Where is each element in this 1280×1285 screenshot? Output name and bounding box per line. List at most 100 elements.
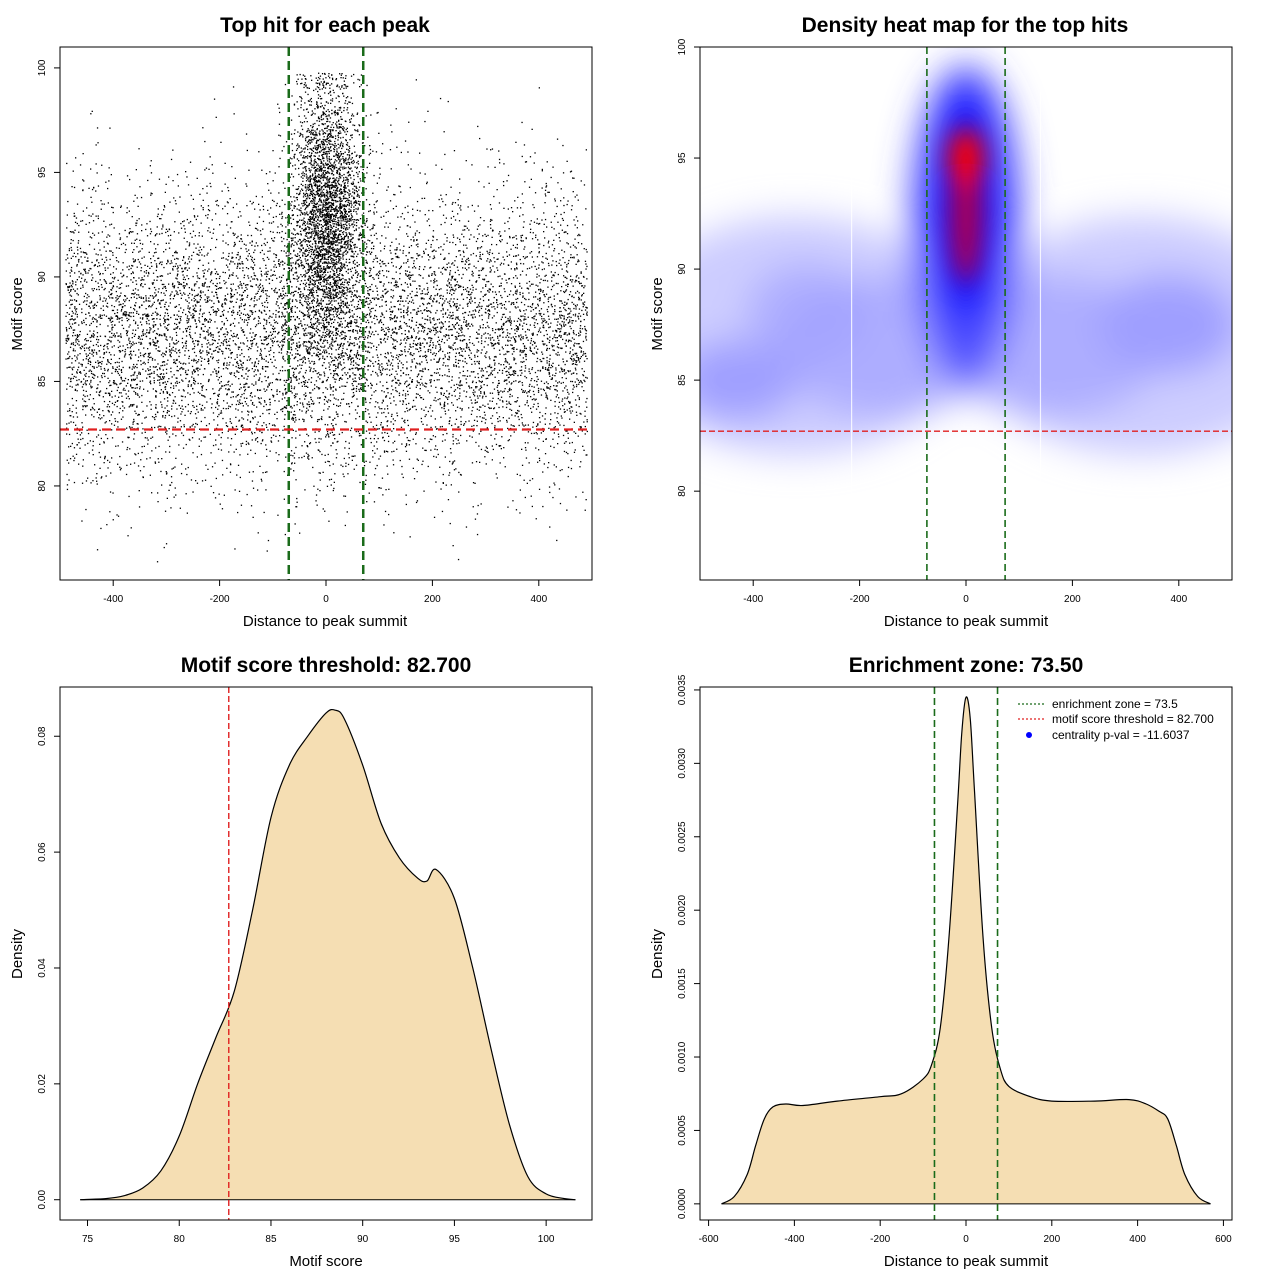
scatter-point	[305, 272, 307, 274]
scatter-point	[334, 137, 337, 140]
scatter-point	[302, 212, 304, 214]
scatter-point	[320, 209, 322, 211]
scatter-point	[515, 290, 517, 292]
scatter-point	[350, 349, 352, 352]
scatter-point	[585, 339, 588, 341]
scatter-point	[331, 260, 333, 262]
scatter-point	[466, 227, 468, 229]
scatter-point	[154, 336, 157, 339]
scatter-point	[325, 436, 327, 438]
scatter-point	[282, 324, 284, 326]
scatter-point	[252, 311, 254, 314]
scatter-point	[326, 207, 328, 209]
scatter-point	[103, 297, 105, 299]
scatter-point	[477, 397, 479, 399]
scatter-point	[312, 400, 314, 402]
scatter-point	[475, 441, 477, 444]
scatter-point	[180, 374, 182, 376]
scatter-point	[227, 266, 229, 268]
scatter-point	[195, 294, 197, 297]
scatter-point	[441, 510, 444, 513]
scatter-point	[327, 193, 329, 195]
scatter-point	[565, 351, 567, 353]
scatter-point	[345, 298, 348, 300]
scatter-point	[89, 360, 91, 363]
scatter-point	[70, 415, 72, 417]
scatter-point	[233, 372, 236, 374]
scatter-point	[309, 189, 312, 191]
scatter-point	[170, 293, 172, 295]
scatter-point	[386, 338, 389, 340]
scatter-point	[324, 113, 327, 116]
scatter-point	[200, 297, 202, 299]
scatter-point	[337, 413, 339, 415]
scatter-point	[311, 175, 313, 177]
scatter-point	[520, 413, 522, 416]
scatter-point	[219, 282, 221, 284]
scatter-point	[552, 374, 554, 376]
scatter-point	[302, 240, 304, 242]
scatter-point	[519, 310, 522, 312]
scatter-point	[326, 138, 328, 140]
scatter-point	[556, 539, 558, 542]
scatter-point	[262, 287, 265, 289]
scatter-point	[195, 355, 197, 357]
scatter-point	[275, 256, 277, 259]
scatter-point	[205, 424, 208, 427]
scatter-point	[324, 289, 326, 291]
scatter-point	[302, 267, 304, 270]
scatter-point	[537, 239, 539, 241]
scatter-point	[351, 137, 353, 139]
scatter-point	[317, 236, 319, 239]
scatter-point	[264, 390, 266, 392]
scatter-point	[254, 296, 256, 298]
scatter-point	[271, 274, 274, 276]
scatter-point	[319, 268, 321, 270]
scatter-point	[574, 315, 577, 317]
scatter-point	[329, 240, 331, 242]
scatter-point	[308, 152, 311, 154]
scatter-point	[489, 267, 491, 269]
scatter-point	[239, 367, 241, 369]
scatter-point	[445, 484, 447, 486]
scatter-point	[472, 275, 474, 277]
scatter-point	[579, 325, 582, 327]
scatter-point	[323, 399, 326, 401]
scatter-point	[92, 220, 95, 222]
scatter-point	[328, 321, 330, 324]
scatter-point	[315, 280, 317, 282]
scatter-point	[323, 108, 325, 110]
scatter-point	[128, 342, 131, 344]
scatter-point	[151, 359, 154, 361]
scatter-point	[408, 277, 410, 279]
scatter-point	[527, 288, 530, 290]
scatter-point	[315, 273, 317, 275]
scatter-point	[296, 199, 298, 201]
scatter-point	[434, 294, 436, 297]
scatter-point	[217, 424, 219, 426]
scatter-point	[409, 343, 411, 345]
scatter-point	[460, 423, 462, 426]
scatter-point	[354, 294, 356, 296]
scatter-point	[244, 390, 246, 392]
scatter-point	[177, 326, 179, 328]
scatter-point	[484, 405, 486, 407]
scatter-point	[527, 431, 530, 433]
scatter-point	[429, 344, 431, 346]
scatter-point	[479, 327, 482, 329]
scatter-point	[296, 316, 299, 318]
scatter-point	[364, 483, 367, 485]
scatter-point	[571, 410, 574, 412]
scatter-point	[366, 421, 369, 424]
scatter-point	[237, 235, 239, 238]
scatter-point	[575, 360, 577, 362]
scatter-point	[416, 291, 418, 293]
scatter-point	[96, 336, 99, 338]
scatter-point	[293, 207, 295, 209]
scatter-point	[139, 388, 141, 390]
scatter-point	[394, 320, 396, 323]
scatter-point	[412, 208, 414, 210]
scatter-point	[331, 198, 334, 200]
scatter-point	[239, 314, 241, 316]
scatter-point	[99, 335, 102, 337]
